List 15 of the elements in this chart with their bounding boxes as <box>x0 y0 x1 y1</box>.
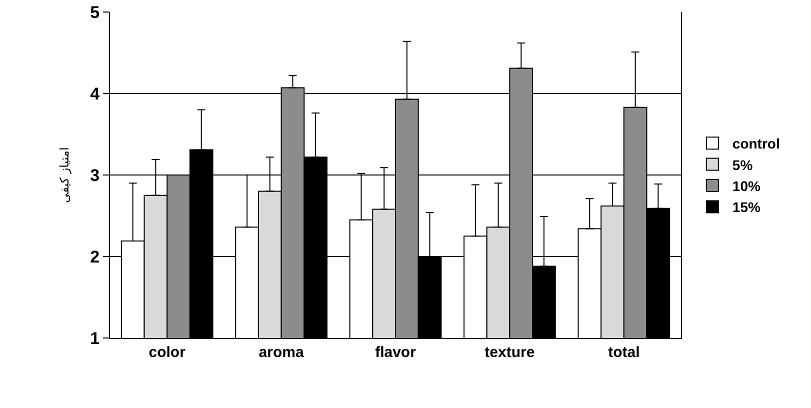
x-tick-label: flavor <box>375 344 416 361</box>
x-tick-label: texture <box>484 344 535 361</box>
y-tick-label: 4 <box>90 84 100 104</box>
y-tick-label: 1 <box>90 328 100 348</box>
y-tick-label: 2 <box>90 247 100 266</box>
x-tick-label: color <box>148 344 186 361</box>
y-axis-title: امتیاز کیفی <box>57 147 72 203</box>
x-tick-label: aroma <box>258 344 304 361</box>
y-tick-label: 5 <box>90 2 100 22</box>
y-tick-label: 3 <box>90 166 100 185</box>
legend-label: 10% <box>732 178 761 194</box>
legend-label: 15% <box>732 199 761 216</box>
legend-label: 5% <box>732 156 754 173</box>
x-tick-label: total <box>608 344 640 361</box>
legend-label: control <box>732 136 780 152</box>
